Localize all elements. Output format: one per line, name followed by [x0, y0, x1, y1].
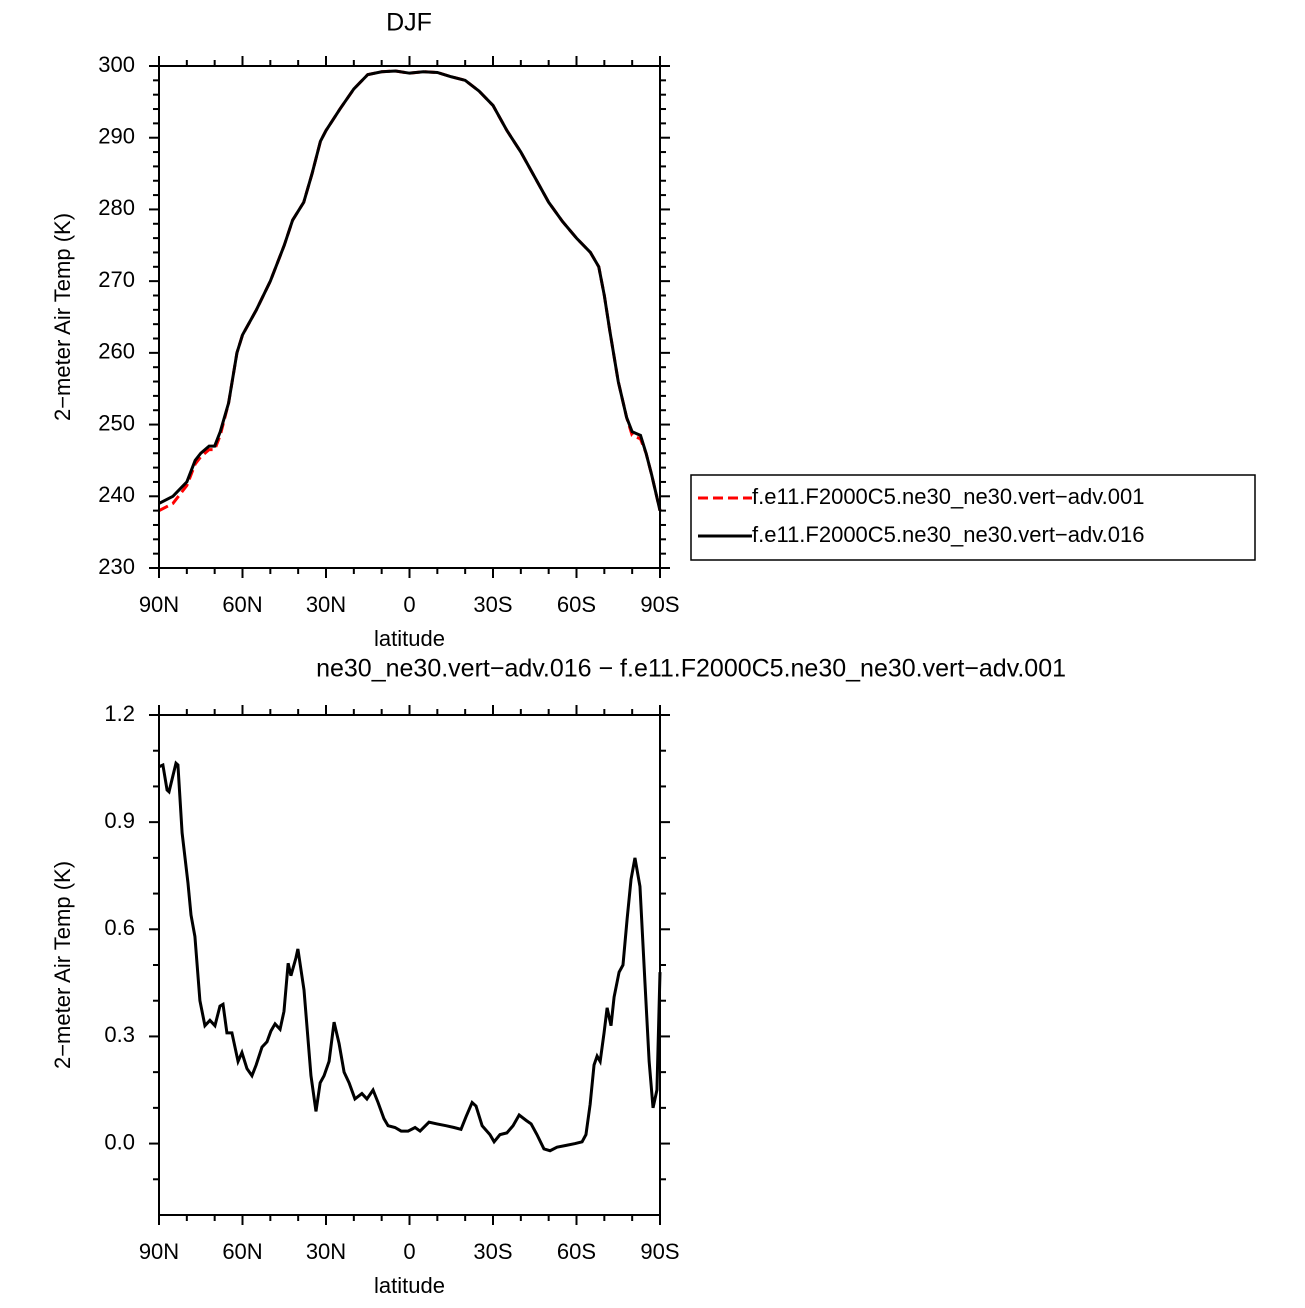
x-tick-label: 0: [403, 1239, 415, 1264]
legend-label: f.e11.F2000C5.ne30_ne30.vert−adv.001: [752, 484, 1144, 509]
x-tick-label: 30N: [306, 1239, 346, 1264]
y-tick-label: 0.9: [104, 808, 135, 833]
legend-box: [690, 474, 1256, 561]
y-tick-label: 260: [98, 339, 135, 364]
y-tick-label: 0.3: [104, 1022, 135, 1047]
plot-frame: [158, 714, 661, 1216]
x-tick-label: 60S: [557, 592, 596, 617]
data-line: [158, 760, 662, 1153]
x-tick-label: 60N: [222, 592, 262, 617]
y-tick-label: 250: [98, 410, 135, 435]
y-tick-label: 240: [98, 482, 135, 507]
chart-title: DJF: [386, 9, 432, 37]
x-tick-label: 30S: [473, 1239, 512, 1264]
y-tick-label: 270: [98, 267, 135, 292]
y-tick-label: 0.6: [104, 915, 135, 940]
x-axis-label: latitude: [374, 1273, 445, 1298]
y-tick-label: 230: [98, 554, 135, 579]
y-tick-label: 290: [98, 124, 135, 149]
x-axis-label: latitude: [374, 626, 445, 651]
data-line: [158, 69, 662, 511]
x-tick-label: 30N: [306, 592, 346, 617]
x-tick-label: 90N: [139, 1239, 179, 1264]
y-tick-label: 0.0: [104, 1129, 135, 1154]
x-tick-label: 60S: [557, 1239, 596, 1264]
x-tick-label: 0: [403, 592, 415, 617]
y-axis-label: 2−meter Air Temp (K): [50, 213, 75, 421]
y-tick-label: 280: [98, 195, 135, 220]
x-tick-label: 90S: [640, 592, 679, 617]
plot-frame: [158, 65, 661, 569]
x-tick-label: 60N: [222, 1239, 262, 1264]
y-axis-label: 2−meter Air Temp (K): [50, 861, 75, 1069]
y-tick-label: 1.2: [104, 701, 135, 726]
y-tick-label: 300: [98, 52, 135, 77]
data-line: [158, 69, 662, 512]
x-tick-label: 30S: [473, 592, 512, 617]
legend-label: f.e11.F2000C5.ne30_ne30.vert−adv.016: [752, 522, 1144, 547]
x-tick-label: 90S: [640, 1239, 679, 1264]
x-tick-label: 90N: [139, 592, 179, 617]
chart-title: ne30_ne30.vert−adv.016 − f.e11.F2000C5.n…: [316, 655, 1066, 683]
